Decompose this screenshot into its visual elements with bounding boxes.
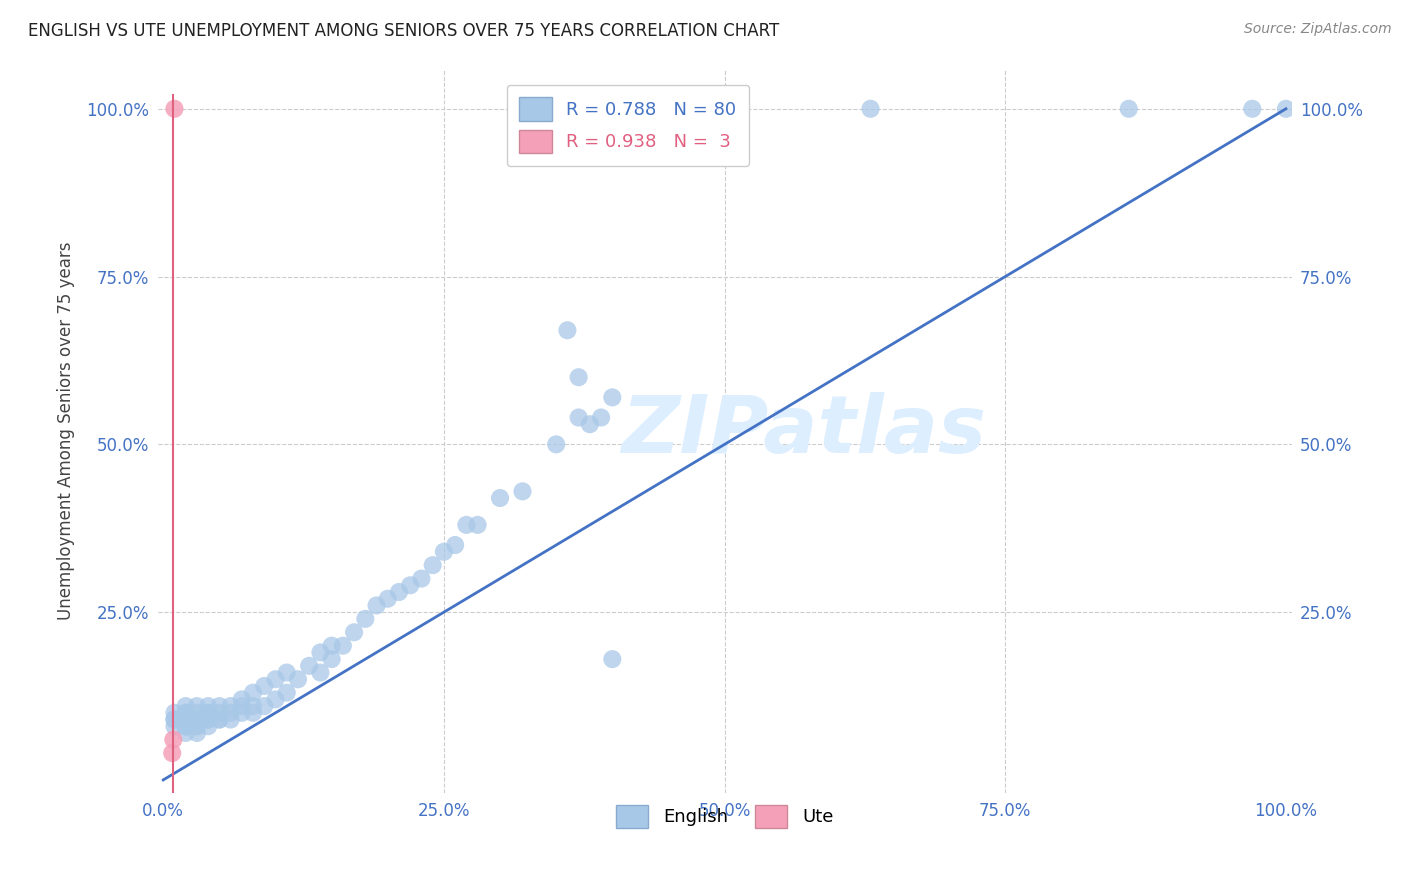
Point: [174, 719, 197, 733]
Point: [174, 699, 197, 714]
Point: [242, 699, 264, 714]
Point: [253, 679, 276, 693]
Point: [174, 713, 197, 727]
Point: [219, 706, 242, 720]
Point: [422, 558, 444, 573]
Point: [174, 713, 197, 727]
Point: [163, 713, 186, 727]
Point: [208, 699, 231, 714]
Point: [186, 726, 208, 740]
Point: [186, 699, 208, 714]
Point: [433, 545, 456, 559]
Point: [444, 538, 467, 552]
Point: [242, 706, 264, 720]
Point: [568, 370, 591, 384]
Point: [321, 639, 343, 653]
Point: [162, 732, 184, 747]
Point: [197, 713, 219, 727]
Point: [231, 699, 253, 714]
Point: [276, 686, 298, 700]
Point: [231, 692, 253, 706]
Point: [309, 645, 332, 659]
Point: [197, 706, 219, 720]
Point: [163, 713, 186, 727]
Point: [557, 323, 579, 337]
Point: [186, 713, 208, 727]
Point: [332, 639, 354, 653]
Point: [591, 410, 613, 425]
Point: [208, 706, 231, 720]
Point: [298, 658, 321, 673]
Point: [354, 612, 377, 626]
Point: [1241, 102, 1264, 116]
Text: ENGLISH VS UTE UNEMPLOYMENT AMONG SENIORS OVER 75 YEARS CORRELATION CHART: ENGLISH VS UTE UNEMPLOYMENT AMONG SENIOR…: [28, 22, 779, 40]
Point: [186, 706, 208, 720]
Point: [512, 484, 534, 499]
Point: [321, 652, 343, 666]
Point: [287, 672, 309, 686]
Point: [163, 706, 186, 720]
Point: [219, 699, 242, 714]
Point: [174, 706, 197, 720]
Point: [1275, 102, 1298, 116]
Point: [197, 706, 219, 720]
Point: [208, 713, 231, 727]
Point: [197, 699, 219, 714]
Point: [174, 726, 197, 740]
Point: [264, 692, 287, 706]
Point: [377, 591, 399, 606]
Point: [456, 517, 478, 532]
Point: [186, 719, 208, 733]
Point: [579, 417, 602, 432]
Point: [309, 665, 332, 680]
Point: [1118, 102, 1140, 116]
Point: [163, 719, 186, 733]
Point: [186, 719, 208, 733]
Text: Source: ZipAtlas.com: Source: ZipAtlas.com: [1244, 22, 1392, 37]
Point: [231, 706, 253, 720]
Point: [197, 719, 219, 733]
Point: [160, 746, 183, 760]
Point: [174, 719, 197, 733]
Point: [219, 713, 242, 727]
Point: [174, 719, 197, 733]
Point: [568, 410, 591, 425]
Point: [366, 599, 388, 613]
Point: [242, 686, 264, 700]
Point: [602, 390, 624, 404]
Point: [163, 102, 186, 116]
Point: [208, 713, 231, 727]
Point: [186, 713, 208, 727]
Point: [411, 572, 433, 586]
Point: [197, 713, 219, 727]
Point: [174, 706, 197, 720]
Point: [546, 437, 568, 451]
Point: [264, 672, 287, 686]
Point: [399, 578, 422, 592]
Point: [276, 665, 298, 680]
Point: [602, 652, 624, 666]
Y-axis label: Unemployment Among Seniors over 75 years: Unemployment Among Seniors over 75 years: [58, 242, 75, 620]
Legend: English, Ute: English, Ute: [609, 797, 841, 835]
Point: [859, 102, 882, 116]
Text: ZIPatlas: ZIPatlas: [621, 392, 987, 470]
Point: [467, 517, 489, 532]
Point: [489, 491, 512, 505]
Point: [253, 699, 276, 714]
Point: [388, 585, 411, 599]
Point: [186, 713, 208, 727]
Point: [343, 625, 366, 640]
Point: [174, 713, 197, 727]
